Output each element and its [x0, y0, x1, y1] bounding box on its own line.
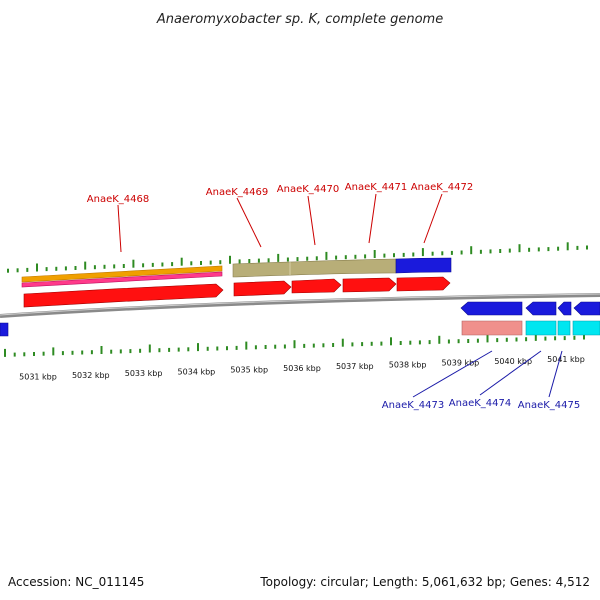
kbp-label: 5035 kbp: [230, 366, 268, 375]
gene-label-anaek-4471[interactable]: AnaeK_4471: [345, 182, 407, 193]
gene-anaek-4474-arrow[interactable]: [525, 301, 557, 316]
kbp-label: 5036 kbp: [283, 364, 321, 373]
kbp-label: 5037 kbp: [336, 362, 374, 371]
gene-label-anaek-4469[interactable]: AnaeK_4469: [206, 187, 268, 198]
reverse-gene-left-edge[interactable]: [0, 322, 9, 337]
gene-label-anaek-4472[interactable]: AnaeK_4472: [411, 182, 473, 193]
kbp-label: 5033 kbp: [125, 369, 163, 378]
gene-anaek-4473-arrow[interactable]: [460, 301, 523, 316]
feature-blue-bar: [395, 257, 452, 274]
gene-label-anaek-4473[interactable]: AnaeK_4473: [382, 400, 444, 411]
leader-line-anaek-4473: [412, 350, 493, 398]
map-title: Anaeromyxobacter sp. K, complete genome: [156, 12, 443, 27]
feature-salmon-bar: [461, 320, 523, 336]
leader-line-anaek-4468: [117, 204, 122, 253]
gene-label-anaek-4470[interactable]: AnaeK_4470: [277, 184, 339, 195]
kbp-scale: 5031 kbp 5032 kbp 5033 kbp 5034 kbp 5035 kbp…: [19, 355, 585, 382]
accession-text: Accession: NC_011145: [8, 575, 144, 589]
leader-line-anaek-4472: [423, 193, 443, 244]
kbp-label: 5041 kbp: [547, 355, 585, 364]
kbp-label: 5040 kbp: [494, 357, 532, 366]
feature-cyan-bar-1: [525, 320, 557, 336]
genome-summary-text: Topology: circular; Length: 5,061,632 bp…: [259, 575, 590, 589]
genome-backbone: [0, 293, 600, 318]
gene-anaek-4471-arrow[interactable]: [342, 277, 397, 293]
feature-orange-bar: [21, 265, 223, 283]
gene-anaek-4468-arrow[interactable]: [23, 283, 224, 308]
gene-label-anaek-4475[interactable]: AnaeK_4475: [518, 400, 580, 411]
gene-anaek-4475-arrow[interactable]: [557, 301, 572, 316]
reverse-gene-labels: AnaeK_4473 AnaeK_4474 AnaeK_4475: [382, 350, 580, 411]
lower-tick-track: [4, 331, 585, 357]
leader-line-anaek-4469: [236, 197, 262, 248]
feature-track: [0, 257, 600, 337]
reverse-gene-right-edge[interactable]: [573, 301, 600, 316]
leader-line-anaek-4470: [307, 195, 316, 246]
feature-white-gap: [22, 277, 222, 291]
feature-cyan-bar-3: [572, 320, 600, 336]
genome-backbone-highlight: [0, 293, 600, 316]
kbp-label: 5032 kbp: [72, 371, 110, 380]
gene-anaek-4470-arrow[interactable]: [291, 278, 342, 294]
leader-line-anaek-4475: [548, 350, 563, 398]
leader-line-anaek-4471: [368, 193, 377, 244]
kbp-label: 5034 kbp: [178, 368, 216, 377]
gene-anaek-4469-arrow[interactable]: [233, 280, 292, 297]
gene-label-anaek-4468[interactable]: AnaeK_4468: [87, 194, 149, 205]
feature-pink-bar: [21, 271, 223, 288]
kbp-label: 5031 kbp: [19, 373, 57, 382]
forward-gene-labels: AnaeK_4468 AnaeK_4469 AnaeK_4470 AnaeK_4…: [87, 182, 473, 253]
kbp-label: 5039 kbp: [442, 359, 480, 368]
leader-line-anaek-4474: [479, 350, 542, 396]
feature-olive-bar: [232, 258, 397, 278]
kbp-label: 5038 kbp: [389, 360, 427, 369]
gene-anaek-4472-arrow[interactable]: [396, 276, 451, 292]
feature-cyan-bar-2: [557, 320, 571, 336]
gene-label-anaek-4474[interactable]: AnaeK_4474: [449, 398, 511, 409]
upper-tick-track: [7, 242, 588, 273]
